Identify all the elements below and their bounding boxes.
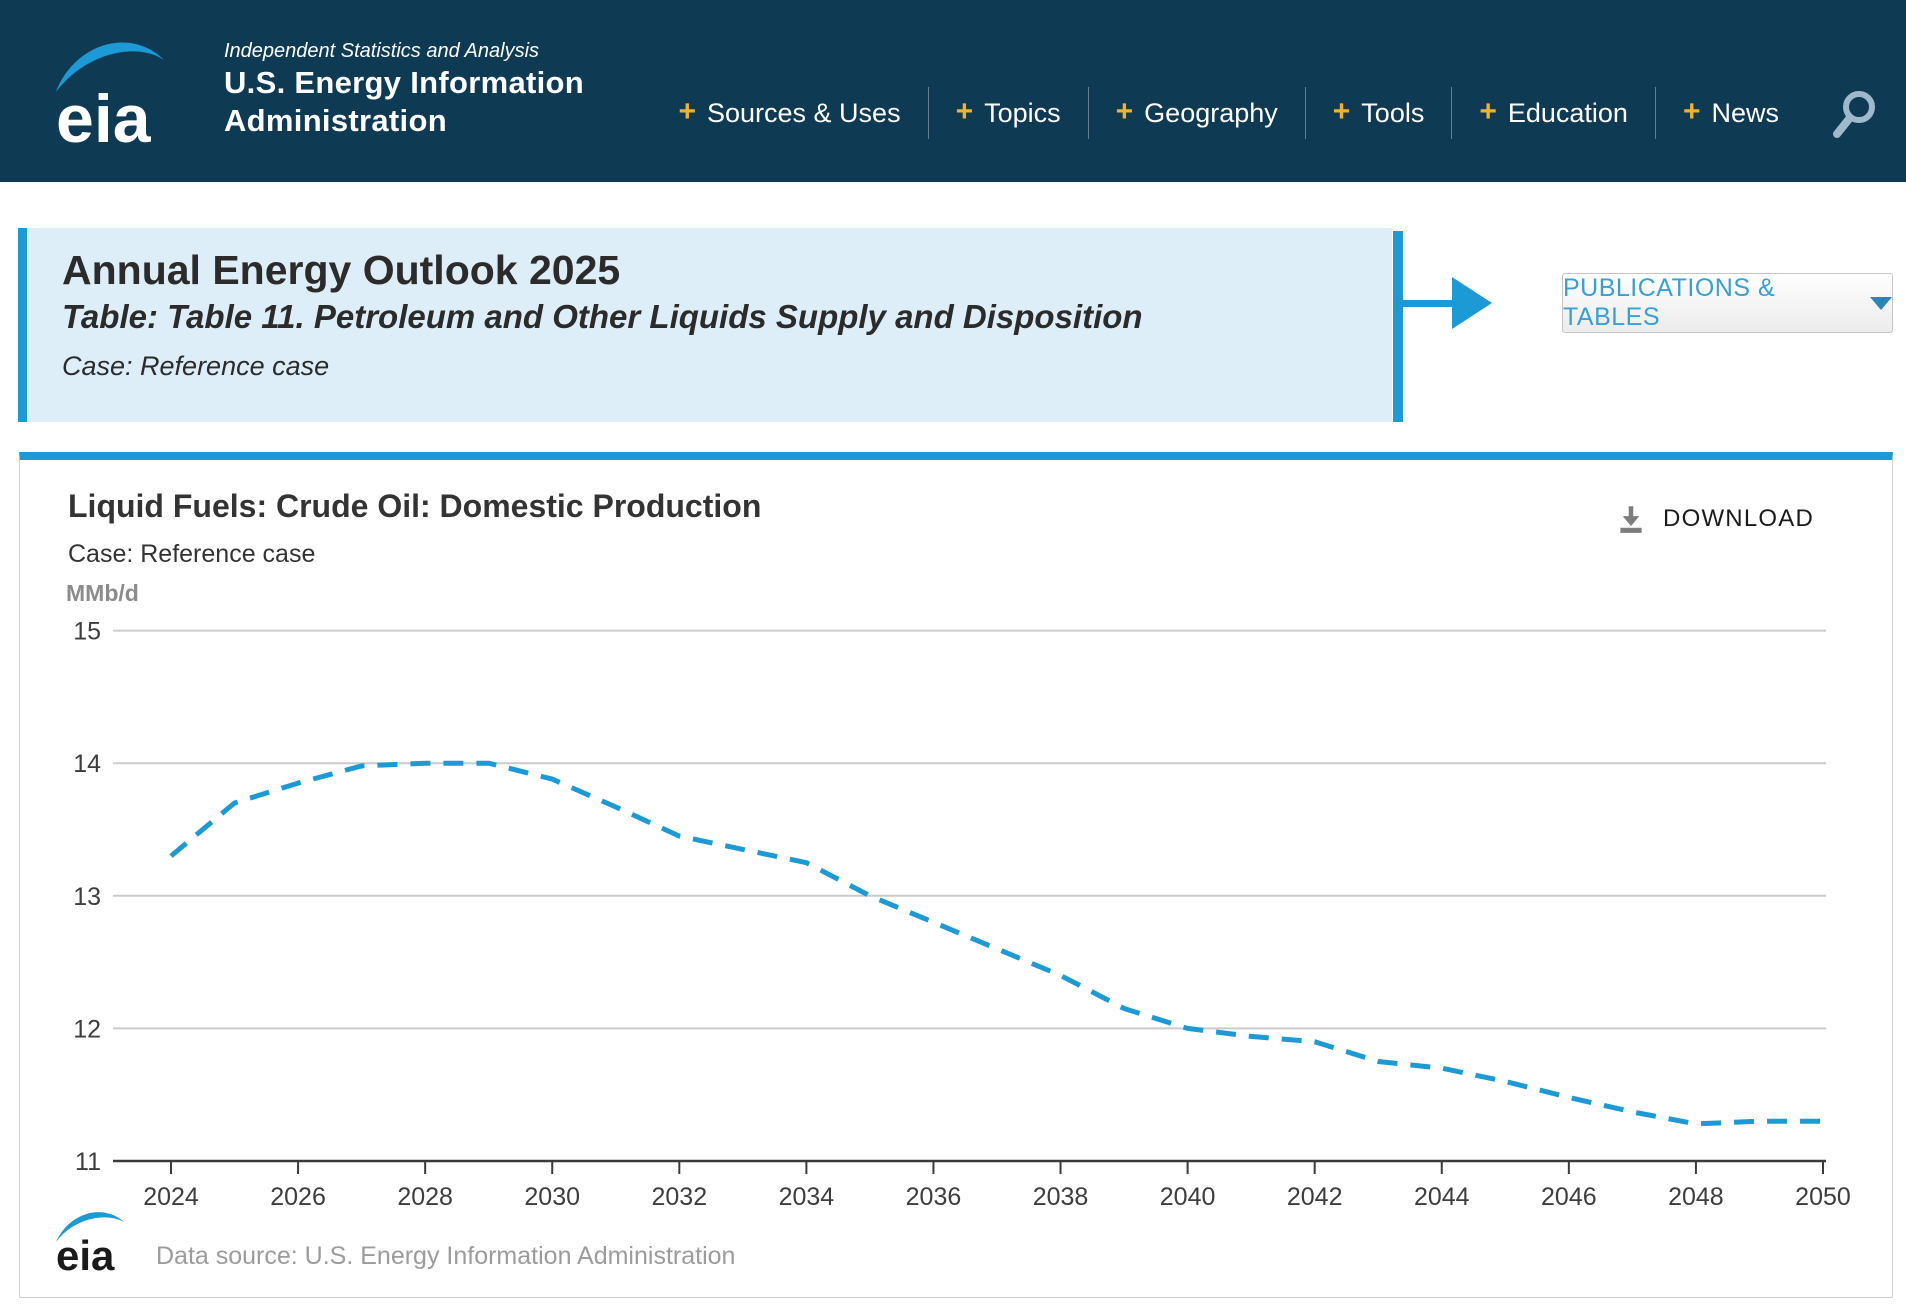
- report-case-line: Case: Reference case: [62, 351, 330, 381]
- x-axis-label-2026: 2026: [270, 1183, 326, 1211]
- connector-arrow-line: [1403, 300, 1455, 307]
- x-axis-label-2024: 2024: [143, 1183, 199, 1211]
- plus-icon: +: [1682, 95, 1701, 128]
- x-axis-label-2030: 2030: [524, 1183, 580, 1211]
- nav-item-label: Tools: [1361, 97, 1425, 128]
- y-axis-label-13: 13: [73, 883, 101, 911]
- nav-item-label: Topics: [984, 97, 1061, 128]
- x-axis-label-2032: 2032: [651, 1183, 707, 1211]
- search-button[interactable]: [1820, 86, 1880, 140]
- chart-svg: 11 12 13 14 15 2024 2026 2028 2030 2032 2034 2036 20…: [73, 618, 1851, 1211]
- y-axis-label-12: 12: [73, 1015, 101, 1043]
- y-axis-label-14: 14: [73, 750, 101, 778]
- x-axis-label-2036: 2036: [906, 1183, 962, 1211]
- report-info-box: Annual Energy Outlook 2025 Table: Table …: [18, 228, 1392, 422]
- connector-bar: [1393, 231, 1403, 422]
- main-nav: + Sources & Uses + Topics + Geography + Tools + E…: [651, 84, 1880, 142]
- plus-icon: +: [1115, 95, 1134, 128]
- download-label: DOWNLOAD: [1663, 505, 1814, 532]
- org-name-line1: U.S. Energy Information: [224, 65, 584, 100]
- x-axis-label-2048: 2048: [1668, 1183, 1724, 1211]
- nav-item-label: Education: [1507, 97, 1628, 128]
- eia-logo-swoosh-icon: [56, 42, 164, 92]
- nav-item-label: Sources & Uses: [707, 97, 901, 128]
- chart-title: Liquid Fuels: Crude Oil: Domestic Produc…: [68, 488, 762, 524]
- nav-item-label: News: [1711, 97, 1779, 128]
- download-tray-icon: [1620, 506, 1642, 533]
- plus-icon: +: [1332, 95, 1351, 128]
- chevron-down-icon: [1870, 296, 1892, 310]
- x-axis-label-2028: 2028: [397, 1183, 453, 1211]
- plus-icon: +: [955, 95, 974, 128]
- x-axis-label-2042: 2042: [1287, 1183, 1343, 1211]
- x-axis-label-2040: 2040: [1160, 1183, 1216, 1211]
- chart-card: Liquid Fuels: Crude Oil: Domestic Produc…: [19, 452, 1893, 1298]
- x-axis-label-2044: 2044: [1414, 1183, 1470, 1211]
- nav-item-label: Geography: [1144, 97, 1278, 128]
- plus-icon: +: [1479, 95, 1497, 128]
- x-axis-label-2050: 2050: [1795, 1183, 1851, 1211]
- x-axis-label-2038: 2038: [1033, 1183, 1089, 1211]
- search-icon: [1833, 91, 1875, 138]
- nav-item-topics[interactable]: + Topics: [927, 87, 1088, 139]
- y-axis-label-15: 15: [73, 618, 101, 646]
- download-button[interactable]: DOWNLOAD: [1614, 502, 1814, 536]
- footer-eia-logo: eia: [56, 1212, 124, 1274]
- header-textblock: Independent Statistics and Analysis U.S.…: [224, 38, 584, 140]
- publications-tables-label: PUBLICATIONS & TABLES: [1563, 274, 1776, 331]
- chart-case-line: Case: Reference case: [68, 540, 316, 568]
- site-header: eia Independent Statistics and Analysis …: [0, 0, 1906, 182]
- production-line-series: [169, 760, 1823, 1127]
- org-name-line2: Administration: [224, 103, 447, 138]
- nav-item-news[interactable]: + News: [1654, 87, 1806, 139]
- connector-arrow-icon: [1452, 277, 1492, 329]
- chart-unit-label: MMb/d: [66, 580, 139, 606]
- footer-eia-swoosh-icon: [56, 1212, 124, 1242]
- nav-item-education[interactable]: + Education: [1451, 87, 1655, 139]
- footer-eia-logo-text: eia: [56, 1232, 115, 1274]
- nav-item-sources-uses[interactable]: + Sources & Uses: [651, 87, 927, 139]
- publications-tables-button[interactable]: PUBLICATIONS & TABLES: [1562, 273, 1893, 333]
- nav-item-geography[interactable]: + Geography: [1087, 87, 1305, 139]
- report-table-line: Table: Table 11. Petroleum and Other Liq…: [62, 298, 1143, 335]
- data-source-text: Data source: U.S. Energy Information Adm…: [156, 1242, 736, 1270]
- plus-icon: +: [678, 95, 696, 128]
- report-title: Annual Energy Outlook 2025: [62, 247, 621, 293]
- y-axis-label-11: 11: [75, 1148, 101, 1176]
- eia-logo-text: eia: [56, 81, 152, 150]
- header-tagline: Independent Statistics and Analysis: [224, 40, 540, 62]
- x-axis-label-2034: 2034: [779, 1183, 835, 1211]
- x-axis-label-2046: 2046: [1541, 1183, 1597, 1211]
- nav-item-tools[interactable]: + Tools: [1304, 87, 1452, 139]
- eia-logo[interactable]: eia: [52, 34, 184, 150]
